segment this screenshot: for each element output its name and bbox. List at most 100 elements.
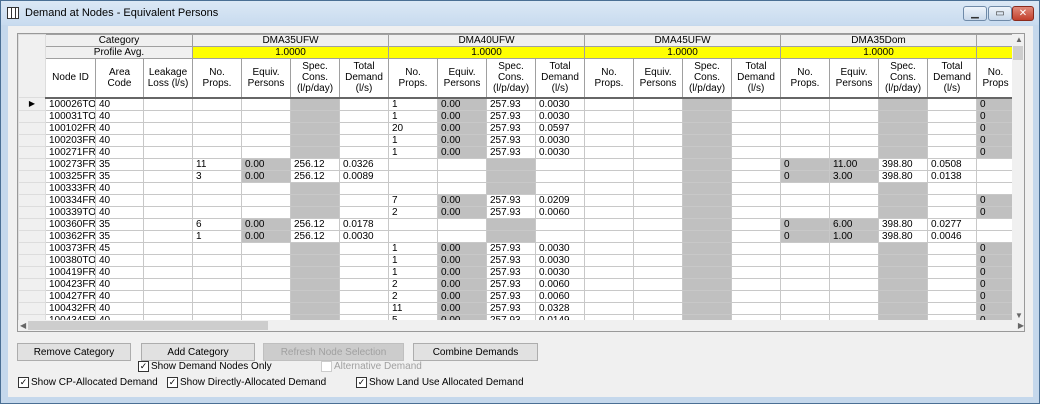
spec-cons-cell[interactable]: 257.93 (486, 121, 536, 135)
spec-cons-cell[interactable]: 398.80 (878, 217, 928, 231)
node-id-cell[interactable]: 100427FR (45, 289, 96, 303)
total-demand-cell[interactable] (535, 169, 585, 183)
equiv-persons-cell[interactable]: 0.00 (437, 97, 487, 111)
no-props-cell[interactable] (388, 169, 438, 183)
no-props-cell[interactable]: 0 (976, 97, 1016, 111)
table-row[interactable]: 100334FR 40 7 0.00 257.93 0.0209 0 (18, 193, 1016, 207)
spec-cons-cell[interactable] (682, 169, 732, 183)
no-props-cell[interactable] (584, 133, 634, 147)
total-demand-cell[interactable] (926, 265, 978, 279)
no-props-cell[interactable] (192, 301, 242, 315)
spec-cons-cell[interactable] (290, 265, 340, 279)
leakage-loss-cell[interactable] (143, 145, 193, 159)
equiv-persons-cell[interactable] (829, 277, 879, 291)
equiv-persons-cell[interactable] (633, 205, 683, 219)
equiv-persons-cell[interactable]: 0.00 (437, 133, 487, 147)
equiv-persons-cell[interactable] (633, 217, 683, 231)
spec-cons-cell[interactable] (682, 253, 732, 267)
no-props-cell[interactable]: 1 (388, 133, 438, 147)
no-props-cell[interactable] (780, 121, 830, 135)
area-code-cell[interactable]: 40 (95, 265, 144, 279)
no-props-cell[interactable]: 0 (976, 289, 1016, 303)
table-row[interactable]: 100339TO 40 2 0.00 257.93 0.0060 0 (18, 205, 1016, 219)
total-demand-cell[interactable] (339, 301, 389, 315)
column-header[interactable]: No. Props. (388, 58, 438, 99)
remove-category-button[interactable]: Remove Category (17, 343, 131, 361)
node-id-cell[interactable]: 100362FR (45, 229, 96, 243)
no-props-cell[interactable] (192, 181, 242, 195)
profile-avg-value[interactable]: 1.0000 (779, 46, 978, 59)
no-props-cell[interactable] (192, 121, 242, 135)
equiv-persons-cell[interactable] (829, 205, 879, 219)
spec-cons-cell[interactable] (878, 181, 928, 195)
leakage-loss-cell[interactable] (143, 277, 193, 291)
equiv-persons-cell[interactable] (633, 169, 683, 183)
total-demand-cell[interactable] (731, 229, 781, 243)
no-props-cell[interactable]: 2 (388, 205, 438, 219)
spec-cons-cell[interactable] (290, 289, 340, 303)
total-demand-cell[interactable]: 0.0089 (339, 169, 389, 183)
total-demand-cell[interactable] (731, 133, 781, 147)
node-id-cell[interactable]: 100325FR (45, 169, 96, 183)
spec-cons-cell[interactable]: 257.93 (486, 193, 536, 207)
table-row[interactable]: 100333FR 40 (18, 181, 1016, 195)
equiv-persons-cell[interactable]: 6.00 (829, 217, 879, 231)
no-props-cell[interactable]: 1 (388, 145, 438, 159)
total-demand-cell[interactable] (339, 205, 389, 219)
spec-cons-cell[interactable] (486, 181, 536, 195)
spec-cons-cell[interactable] (878, 241, 928, 255)
equiv-persons-cell[interactable] (633, 145, 683, 159)
spec-cons-cell[interactable] (682, 133, 732, 147)
equiv-persons-cell[interactable] (829, 181, 879, 195)
column-header[interactable]: No. Props. (780, 58, 830, 99)
no-props-cell[interactable] (192, 133, 242, 147)
column-header[interactable]: Equiv. Persons (437, 58, 487, 99)
table-row[interactable]: 100432FR 40 11 0.00 257.93 0.0328 0 (18, 301, 1016, 315)
equiv-persons-cell[interactable]: 11.00 (829, 157, 879, 171)
total-demand-cell[interactable] (926, 145, 978, 159)
add-category-button[interactable]: Add Category (141, 343, 255, 361)
total-demand-cell[interactable] (339, 181, 389, 195)
table-row[interactable]: 100419FR 40 1 0.00 257.93 0.0030 0 (18, 265, 1016, 279)
no-props-cell[interactable] (780, 241, 830, 255)
total-demand-cell[interactable] (731, 265, 781, 279)
equiv-persons-cell[interactable] (241, 145, 291, 159)
total-demand-cell[interactable] (731, 109, 781, 123)
leakage-loss-cell[interactable] (143, 169, 193, 183)
column-header[interactable]: Total Demand (l/s) (731, 58, 781, 99)
equiv-persons-cell[interactable] (829, 289, 879, 303)
node-id-cell[interactable]: 100423FR (45, 277, 96, 291)
no-props-cell[interactable]: 1 (192, 229, 242, 243)
column-header[interactable]: Equiv. Persons (241, 58, 291, 99)
no-props-cell[interactable] (976, 217, 1016, 231)
area-code-cell[interactable]: 40 (95, 289, 144, 303)
equiv-persons-cell[interactable] (241, 133, 291, 147)
equiv-persons-cell[interactable] (241, 277, 291, 291)
total-demand-cell[interactable] (339, 133, 389, 147)
total-demand-cell[interactable] (926, 253, 978, 267)
no-props-cell[interactable] (388, 217, 438, 231)
show-directly-allocated-checkbox[interactable]: ✓ Show Directly-Allocated Demand (167, 377, 326, 388)
equiv-persons-cell[interactable] (241, 265, 291, 279)
total-demand-cell[interactable] (731, 205, 781, 219)
spec-cons-cell[interactable] (878, 289, 928, 303)
total-demand-cell[interactable] (535, 157, 585, 171)
table-row[interactable]: 100423FR 40 2 0.00 257.93 0.0060 0 (18, 277, 1016, 291)
no-props-cell[interactable] (584, 277, 634, 291)
spec-cons-cell[interactable] (290, 181, 340, 195)
equiv-persons-cell[interactable] (633, 265, 683, 279)
spec-cons-cell[interactable] (878, 97, 928, 111)
leakage-loss-cell[interactable] (143, 289, 193, 303)
leakage-loss-cell[interactable] (143, 241, 193, 255)
show-land-use-allocated-checkbox[interactable]: ✓ Show Land Use Allocated Demand (356, 377, 524, 388)
no-props-cell[interactable]: 1 (388, 97, 438, 111)
no-props-cell[interactable] (780, 265, 830, 279)
no-props-cell[interactable] (192, 289, 242, 303)
table-row[interactable]: 100031TO 40 1 0.00 257.93 0.0030 0 (18, 109, 1016, 123)
column-header[interactable]: Leakage Loss (l/s) (143, 58, 193, 99)
total-demand-cell[interactable] (926, 205, 978, 219)
row-header[interactable] (18, 301, 46, 315)
total-demand-cell[interactable] (339, 121, 389, 135)
total-demand-cell[interactable]: 0.0060 (535, 205, 585, 219)
row-header[interactable] (18, 253, 46, 267)
